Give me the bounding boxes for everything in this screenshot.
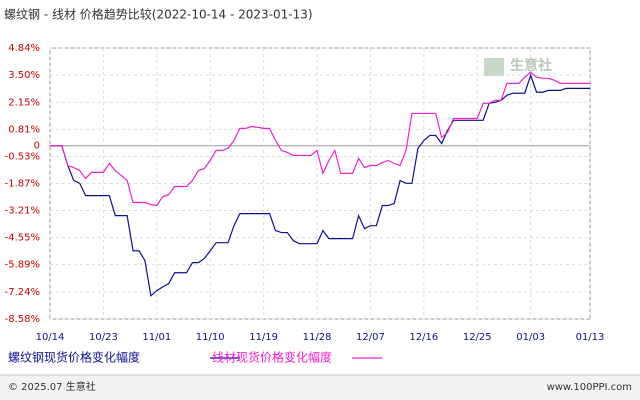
x-tick-label: 01/03: [516, 332, 545, 343]
x-tick-label: 10/14: [36, 332, 65, 343]
y-tick-label: -0.53%: [5, 151, 40, 162]
y-tick-label: 0.81%: [8, 124, 40, 135]
chart-title: 螺纹钢 - 线材 价格趋势比较(2022-10-14 - 2023-01-13): [4, 7, 313, 22]
x-tick-label: 12/07: [356, 332, 385, 343]
y-tick-label: -4.55%: [5, 233, 40, 244]
y-tick-label: 3.50%: [8, 70, 40, 81]
watermark-logo: 生意社: [484, 57, 552, 76]
x-tick-label: 12/16: [409, 332, 438, 343]
series-line: [50, 71, 590, 207]
x-tick-label: 11/28: [303, 332, 332, 343]
watermark: 生意社: [510, 57, 552, 74]
x-tick-label: 11/10: [196, 332, 225, 343]
x-tick-label: 12/25: [463, 332, 492, 343]
x-tick-label: 01/13: [576, 332, 605, 343]
y-tick-label: -8.58%: [5, 314, 40, 325]
x-tick-label: 10/23: [89, 332, 118, 343]
footer-right: www.100PPI.com: [547, 382, 632, 393]
footer-bar: [0, 375, 640, 400]
x-tick-label: 11/01: [142, 332, 171, 343]
y-tick-label: -1.87%: [5, 179, 40, 190]
footer-left: © 2025.07 生意社: [8, 380, 96, 393]
x-tick-label: 11/19: [249, 332, 278, 343]
logo-icon: [484, 58, 504, 76]
y-tick-label: -5.89%: [5, 260, 40, 271]
y-tick-label: 0: [34, 141, 40, 152]
y-tick-label: 2.15%: [8, 97, 40, 108]
y-tick-label: -7.24%: [5, 287, 40, 298]
legend-label: 螺纹钢现货价格变化幅度: [8, 350, 140, 365]
y-tick-label: -3.21%: [5, 206, 40, 217]
legend-label: 线材现货价格变化幅度: [212, 350, 332, 365]
y-tick-label: 4.84%: [8, 43, 40, 54]
